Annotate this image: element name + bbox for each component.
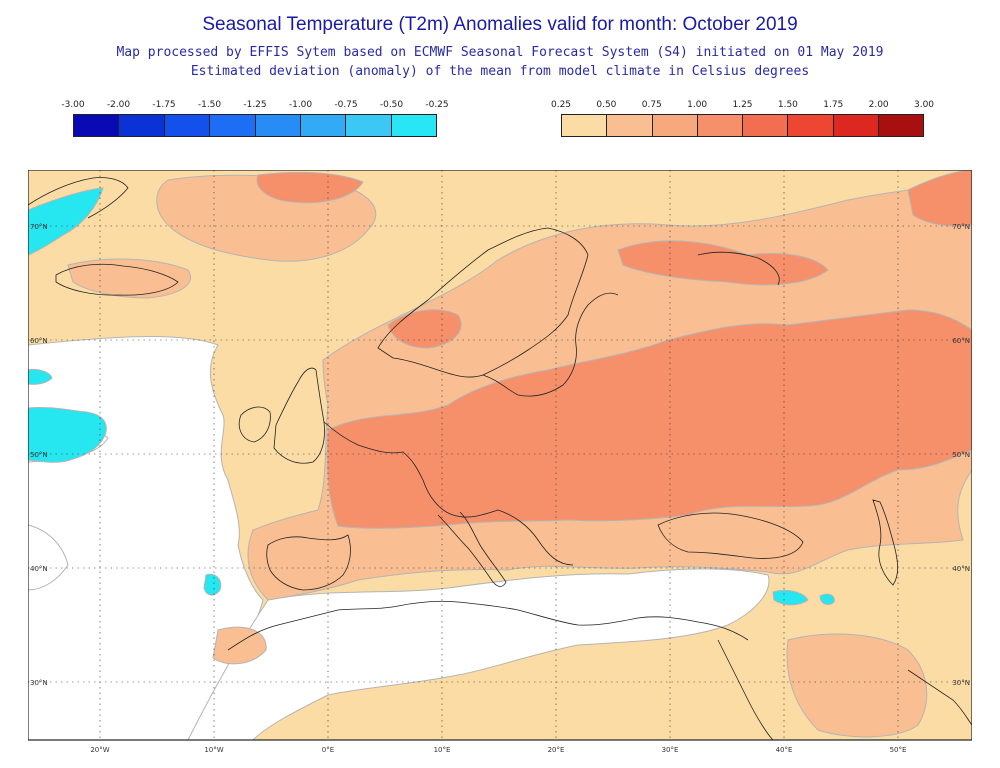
map-title: Seasonal Temperature (T2m) Anomalies val… xyxy=(202,14,798,35)
anomaly-strong-norwegian-sea xyxy=(256,171,364,204)
legend-negative-label: -3.00 xyxy=(61,100,85,110)
coastline-iberia xyxy=(266,534,351,591)
legend-positive-swatch xyxy=(743,115,789,136)
coastline-great-britain xyxy=(273,367,325,464)
longitude-label-bottom: 10°W xyxy=(204,746,223,754)
legend-positive-label: 0.75 xyxy=(641,100,662,110)
neutral-subtropics xyxy=(28,524,69,591)
longitude-label-bottom: 50°E xyxy=(890,746,907,754)
coastline-scandinavia xyxy=(377,227,589,378)
legend-negative-swatch xyxy=(346,115,392,136)
legend-positive-swatch xyxy=(652,115,698,136)
anomaly-strong-north-russia xyxy=(617,240,829,286)
legend-positive-anomalies: 0.25 0.50 0.75 1.00 1.25 1.50 1.75 2.00 3.00 xyxy=(551,100,934,137)
longitude-label-bottom: 0°E xyxy=(322,746,334,754)
coastline-black-sea xyxy=(657,512,804,559)
coastline-italy xyxy=(437,511,507,587)
neutral-north-africa xyxy=(187,568,770,740)
longitude-label-bottom: 30°E xyxy=(662,746,679,754)
longitude-label-bottom: 40°E xyxy=(776,746,793,754)
legend-positive-swatch xyxy=(833,115,879,136)
coastline-white-sea xyxy=(697,251,780,286)
legend-positive-swatch xyxy=(607,115,653,136)
legend-positive-label: 1.00 xyxy=(687,100,708,110)
legend-positive-swatch xyxy=(878,115,923,136)
latitude-label-right: 30°N xyxy=(952,679,970,687)
legend-negative-label: -1.25 xyxy=(243,100,267,110)
coastlines xyxy=(27,177,973,741)
anomaly-strong-central-europe xyxy=(326,309,972,529)
legend-positive-label: 3.00 xyxy=(913,100,935,110)
legend-positive-labels: 0.25 0.50 0.75 1.00 1.25 1.50 1.75 2.00 3.00 xyxy=(551,100,934,114)
cool-greenland xyxy=(28,187,104,256)
legend-negative-swatch xyxy=(119,115,165,136)
legend-negative-label: -1.00 xyxy=(288,100,313,110)
coastline-ireland xyxy=(238,406,271,443)
legend-positive-label: 0.50 xyxy=(596,100,617,110)
legend-negative-swatch xyxy=(391,115,436,136)
latitude-label-left: 70°N xyxy=(30,223,48,231)
coastline-continental-europe xyxy=(323,421,574,566)
latitude-label-left: 40°N xyxy=(30,565,48,573)
latitude-label-right: 70°N xyxy=(952,223,970,231)
legend-negative-label: -0.25 xyxy=(425,100,449,110)
map-subtitle-processing: Map processed by EFFIS Sytem based on EC… xyxy=(116,45,884,60)
cool-caspian xyxy=(772,589,835,606)
legend-negative-labels: -3.00 -2.00 -1.75 -1.50 -1.25 -1.00 -0.75 -0.50… xyxy=(61,100,448,114)
legend-negative-anomalies: -3.00 -2.00 -1.75 -1.50 -1.25 -1.00 -0.75 -0.50… xyxy=(61,100,449,137)
anomaly-map[interactable]: 20°W20°W10°W10°W0°E0°E10°E10°E20°E20°E30… xyxy=(27,159,973,764)
coastline-red-sea xyxy=(717,639,774,741)
legend-negative-swatch xyxy=(255,115,301,136)
longitude-label-bottom: 20°W xyxy=(90,746,109,754)
legend-positive-colorbar xyxy=(561,114,924,137)
legend-negative-swatch xyxy=(74,115,120,136)
legend-negative-swatch xyxy=(300,115,347,136)
legend-negative-colorbar xyxy=(73,114,437,137)
latitude-label-right: 40°N xyxy=(952,565,970,573)
legend-negative-swatch xyxy=(210,115,256,136)
legend-negative-swatch xyxy=(164,115,211,136)
legend-positive-label: 2.00 xyxy=(868,100,889,110)
anomaly-strong-arctic xyxy=(907,170,972,227)
latitude-label-left: 60°N xyxy=(30,337,48,345)
anomaly-medium-atlas xyxy=(212,626,267,665)
latitude-label-right: 50°N xyxy=(952,451,970,459)
legend-positive-swatch xyxy=(788,115,834,136)
legend-positive-label: 1.50 xyxy=(777,100,798,110)
coastline-arabian-gulf xyxy=(907,669,973,726)
map-subtitle-units: Estimated deviation (anomaly) of the mea… xyxy=(190,64,810,79)
legend-negative-label: -2.00 xyxy=(106,100,131,110)
cool-atlantic-west xyxy=(28,407,107,463)
coastline-north-africa xyxy=(227,600,749,651)
latitude-label-left: 50°N xyxy=(30,451,48,459)
anomaly-medium-mideast xyxy=(786,633,928,738)
coastline-iceland xyxy=(55,263,179,296)
legend-negative-label: -0.75 xyxy=(334,100,358,110)
anomaly-strong-scandinavia xyxy=(387,309,462,349)
legend-negative-label: -1.50 xyxy=(197,100,222,110)
anomaly-field xyxy=(28,170,972,740)
coastline-baltic xyxy=(482,292,619,397)
anomaly-medium-iceland xyxy=(67,258,191,299)
legend-positive-label: 1.75 xyxy=(823,100,844,110)
cool-atlantic-northwest xyxy=(28,369,53,385)
legend-negative-label: -0.50 xyxy=(379,100,404,110)
legend-positive-swatch xyxy=(697,115,743,136)
coastline-greenland xyxy=(27,177,129,219)
longitude-label-bottom: 20°E xyxy=(548,746,565,754)
legend-positive-label: 0.25 xyxy=(550,100,572,110)
latitude-label-left: 30°N xyxy=(30,679,48,687)
legend-positive-label: 1.25 xyxy=(732,100,753,110)
coastline-caspian-sea xyxy=(872,499,899,586)
graticule xyxy=(28,170,972,740)
legend-negative-label: -1.75 xyxy=(152,100,176,110)
latitude-label-right: 60°N xyxy=(952,337,970,345)
longitude-label-bottom: 10°E xyxy=(434,746,451,754)
legend-positive-swatch xyxy=(562,115,608,136)
cool-azores xyxy=(203,573,222,596)
